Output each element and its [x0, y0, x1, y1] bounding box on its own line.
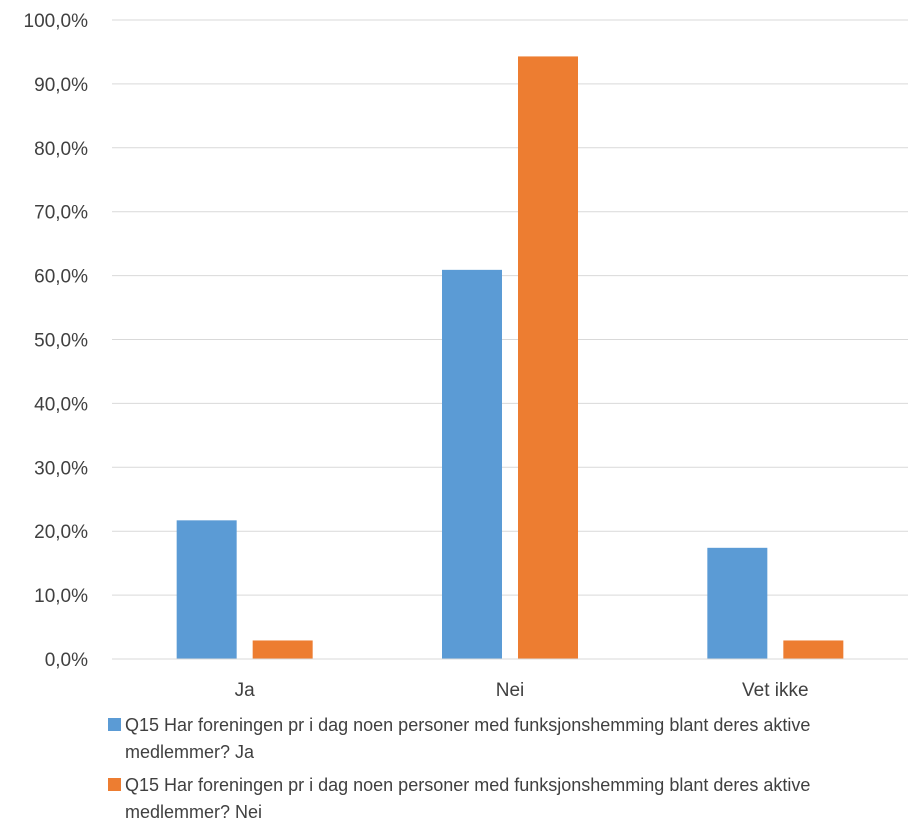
bar: [518, 56, 578, 660]
y-tick-label: 50,0%: [34, 331, 88, 352]
legend-label-series-2: Q15 Har foreningen pr i dag noen persone…: [125, 775, 811, 822]
y-axis: 0,0% 10,0% 20,0% 30,0% 40,0% 50,0% 60,0% 70,0% 8…: [24, 11, 89, 671]
legend-swatch-series-1: [108, 718, 121, 731]
bar: [176, 520, 237, 659]
y-tick-label: 40,0%: [34, 394, 88, 415]
bar: [252, 640, 313, 659]
y-tick-label: 90,0%: [34, 75, 88, 96]
bar: [783, 640, 844, 659]
legend-item-series-1: Q15 Har foreningen pr i dag noen persone…: [108, 712, 868, 766]
x-tick-label: Ja: [235, 680, 256, 701]
y-tick-label: 20,0%: [34, 522, 88, 543]
legend-item-series-2: Q15 Har foreningen pr i dag noen persone…: [108, 772, 868, 826]
x-axis: Ja Nei Vet ikke: [112, 658, 908, 701]
y-tick-label: 70,0%: [34, 203, 88, 224]
legend: Q15 Har foreningen pr i dag noen persone…: [108, 712, 868, 832]
legend-swatch-series-2: [108, 778, 121, 791]
bar: [442, 269, 502, 659]
y-tick-label: 0,0%: [45, 650, 88, 671]
x-tick-label: Vet ikke: [742, 680, 809, 701]
bar: [707, 547, 768, 659]
y-tick-label: 30,0%: [34, 458, 88, 479]
legend-label-series-1: Q15 Har foreningen pr i dag noen persone…: [125, 715, 811, 762]
y-tick-label: 100,0%: [24, 11, 89, 32]
y-tick-label: 60,0%: [34, 267, 88, 288]
bar-chart: 0,0% 10,0% 20,0% 30,0% 40,0% 50,0% 60,0% 70,0% 8…: [24, 11, 908, 701]
gridlines: [112, 19, 908, 596]
y-tick-label: 10,0%: [34, 586, 88, 607]
x-tick-label: Nei: [496, 680, 525, 701]
bars: [176, 56, 844, 660]
y-tick-label: 80,0%: [34, 139, 88, 160]
